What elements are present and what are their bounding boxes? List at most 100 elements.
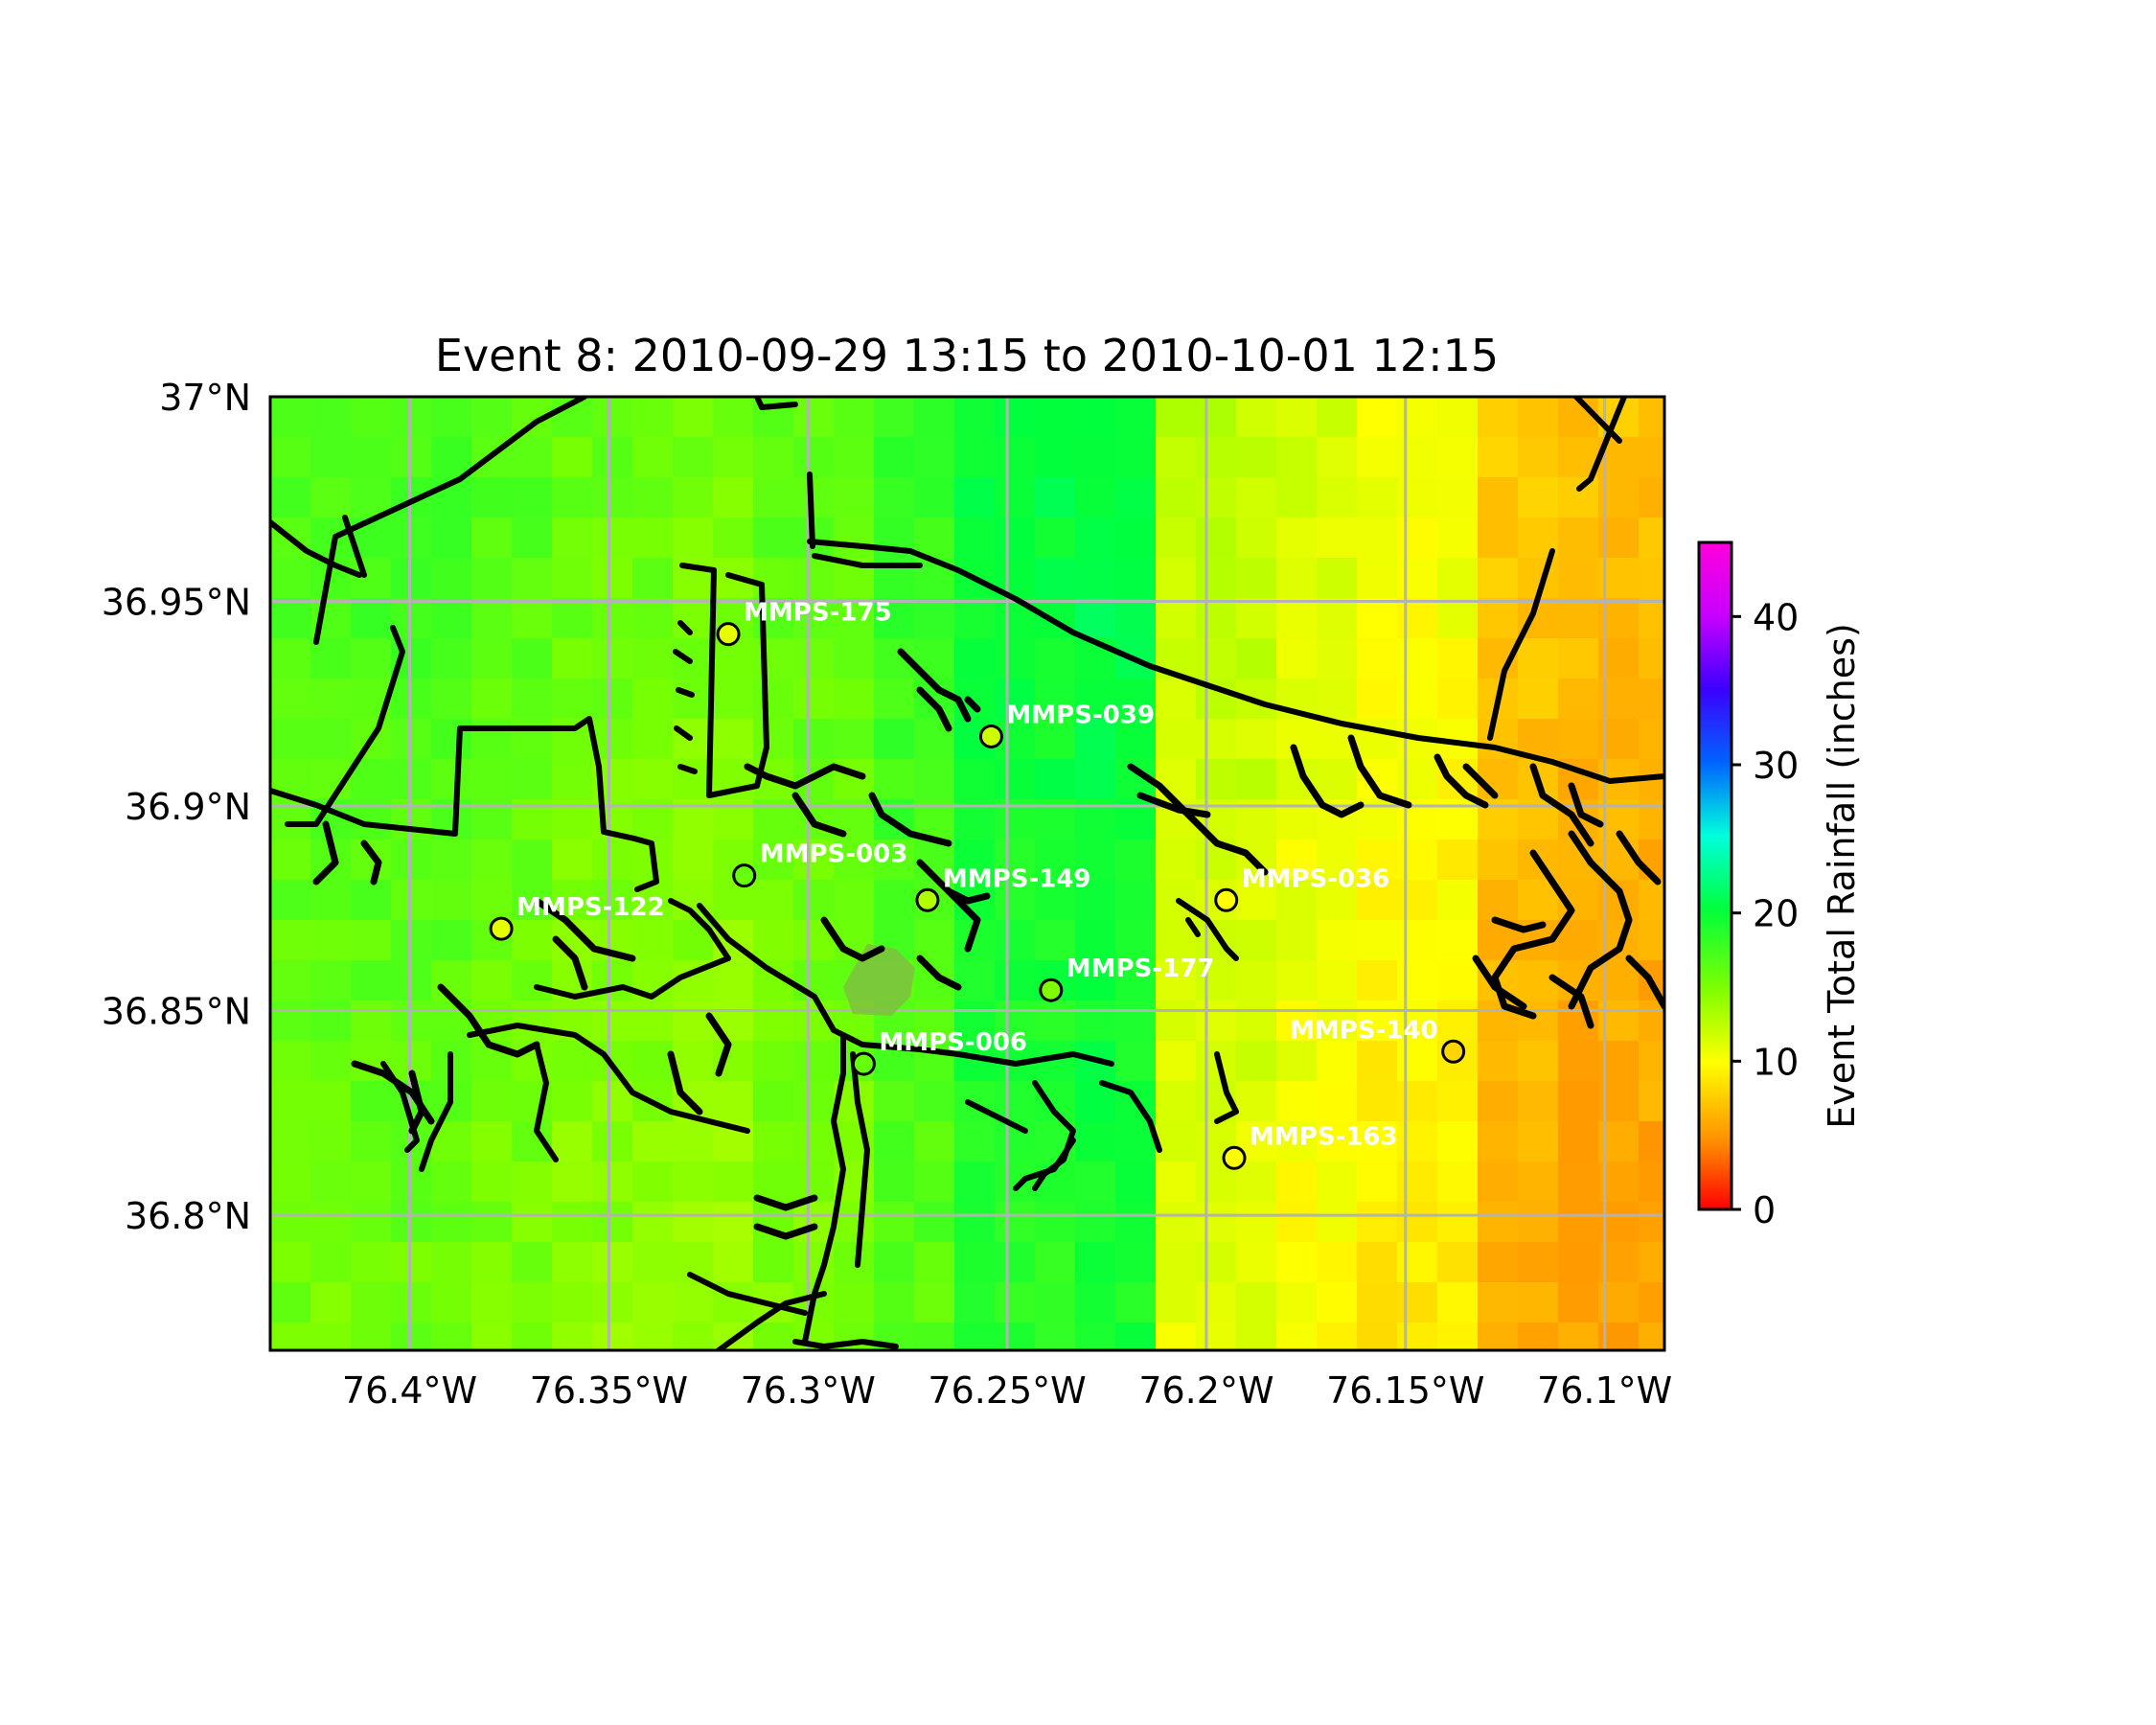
raster-cell <box>1075 598 1116 639</box>
raster-cell <box>1115 1041 1157 1082</box>
raster-cell <box>753 1242 794 1283</box>
raster-cell <box>1276 477 1318 518</box>
raster-cell <box>1236 558 1277 599</box>
raster-cell <box>914 477 955 518</box>
raster-cell <box>1276 1041 1318 1082</box>
raster-cell <box>1397 1121 1438 1162</box>
station-mmps-122[interactable]: MMPS-122 <box>489 893 665 941</box>
raster-cell <box>1075 1121 1116 1162</box>
raster-cell <box>834 437 875 478</box>
station-mmps-140[interactable]: MMPS-140 <box>1290 1016 1466 1064</box>
raster-cell <box>351 960 392 1001</box>
station-marker[interactable] <box>1441 1039 1466 1064</box>
raster-cell <box>592 397 633 438</box>
raster-cell <box>874 840 915 881</box>
raster-cell <box>1639 1282 1664 1323</box>
raster-cell <box>1397 477 1438 518</box>
raster-cell <box>1236 1322 1277 1350</box>
raster-cell <box>1075 1202 1116 1243</box>
raster-cell <box>954 840 996 881</box>
raster-cell <box>954 477 996 518</box>
raster-cell <box>1357 1282 1398 1323</box>
raster-cell <box>632 518 674 559</box>
raster-cell <box>552 598 593 639</box>
raster-cell <box>1317 638 1358 679</box>
raster-cell <box>632 638 674 679</box>
raster-cell <box>1639 678 1664 720</box>
raster-cell <box>793 397 835 438</box>
raster-cell <box>1437 477 1479 518</box>
raster-cell <box>1518 638 1559 679</box>
raster-cell <box>1357 598 1398 639</box>
raster-cell <box>270 1282 311 1323</box>
raster-cell <box>834 1242 875 1283</box>
raster-cell <box>552 840 593 881</box>
station-marker[interactable] <box>978 724 1003 748</box>
raster-cell <box>471 518 513 559</box>
raster-cell <box>1478 840 1519 881</box>
raster-cell <box>1317 920 1358 961</box>
station-mmps-003[interactable]: MMPS-003 <box>732 840 908 888</box>
raster-cell <box>471 638 513 679</box>
station-marker[interactable] <box>915 887 940 912</box>
map-area <box>270 397 1664 1350</box>
station-mmps-149[interactable]: MMPS-149 <box>915 864 1091 912</box>
station-marker[interactable] <box>716 622 741 647</box>
station-mmps-177[interactable]: MMPS-177 <box>1039 954 1215 1002</box>
station-marker[interactable] <box>732 863 757 888</box>
raster-cell <box>1196 638 1237 679</box>
raster-cell <box>1115 437 1157 478</box>
raster-cell <box>834 397 875 438</box>
station-marker[interactable] <box>1214 887 1239 912</box>
colorbar-tick-label: 30 <box>1753 745 1799 787</box>
raster-cell <box>270 1041 311 1082</box>
station-mmps-163[interactable]: MMPS-163 <box>1222 1122 1398 1170</box>
raster-cell <box>1639 1242 1664 1283</box>
raster-cell <box>310 960 352 1001</box>
raster-cell <box>1518 1041 1559 1082</box>
raster-cell <box>1639 1162 1664 1203</box>
station-marker[interactable] <box>1039 978 1064 1002</box>
raster-cell <box>552 1121 593 1162</box>
raster-cell <box>552 1162 593 1203</box>
station-mmps-036[interactable]: MMPS-036 <box>1214 864 1390 912</box>
raster-cell <box>1115 840 1157 881</box>
station-mmps-175[interactable]: MMPS-175 <box>716 599 892 647</box>
raster-cell <box>1035 397 1076 438</box>
raster-cell <box>1156 1041 1197 1082</box>
raster-cell <box>1196 1282 1237 1323</box>
raster-cell <box>391 1322 432 1350</box>
raster-cell <box>1317 1081 1358 1122</box>
raster-cell <box>1437 880 1479 921</box>
station-marker[interactable] <box>1222 1145 1247 1170</box>
raster-cell <box>632 397 674 438</box>
station-marker[interactable] <box>851 1051 876 1076</box>
raster-cell <box>1437 1000 1479 1042</box>
map-frame <box>268 395 1666 1352</box>
raster-cell <box>512 598 553 639</box>
raster-cell <box>1156 397 1197 438</box>
raster-cell <box>351 1162 392 1203</box>
lon-tick-label: 76.15°W <box>1326 1369 1484 1412</box>
raster-cell <box>310 920 352 961</box>
raster-cell <box>954 1282 996 1323</box>
raster-cell <box>512 960 553 1001</box>
raster-cell <box>995 397 1036 438</box>
raster-cell <box>713 437 754 478</box>
colorbar: 0 10 20 30 40 Event Total Rainfall (inches) <box>1697 540 1863 1231</box>
raster-cell <box>995 437 1036 478</box>
raster-cell <box>1276 1202 1318 1243</box>
station-marker[interactable] <box>489 916 514 941</box>
raster-cell <box>1115 1162 1157 1203</box>
station-mmps-039[interactable]: MMPS-039 <box>978 701 1155 748</box>
raster-cell <box>713 638 754 679</box>
raster-cell <box>1156 1121 1197 1162</box>
raster-cell <box>874 437 915 478</box>
raster-cell <box>1317 1242 1358 1283</box>
raster-cell <box>1397 598 1438 639</box>
raster-cell <box>310 1202 352 1243</box>
station-mmps-006[interactable]: MMPS-006 <box>851 1028 1027 1076</box>
raster-cell <box>713 397 754 438</box>
raster-cell <box>995 1322 1036 1350</box>
raster-cell <box>310 719 352 760</box>
